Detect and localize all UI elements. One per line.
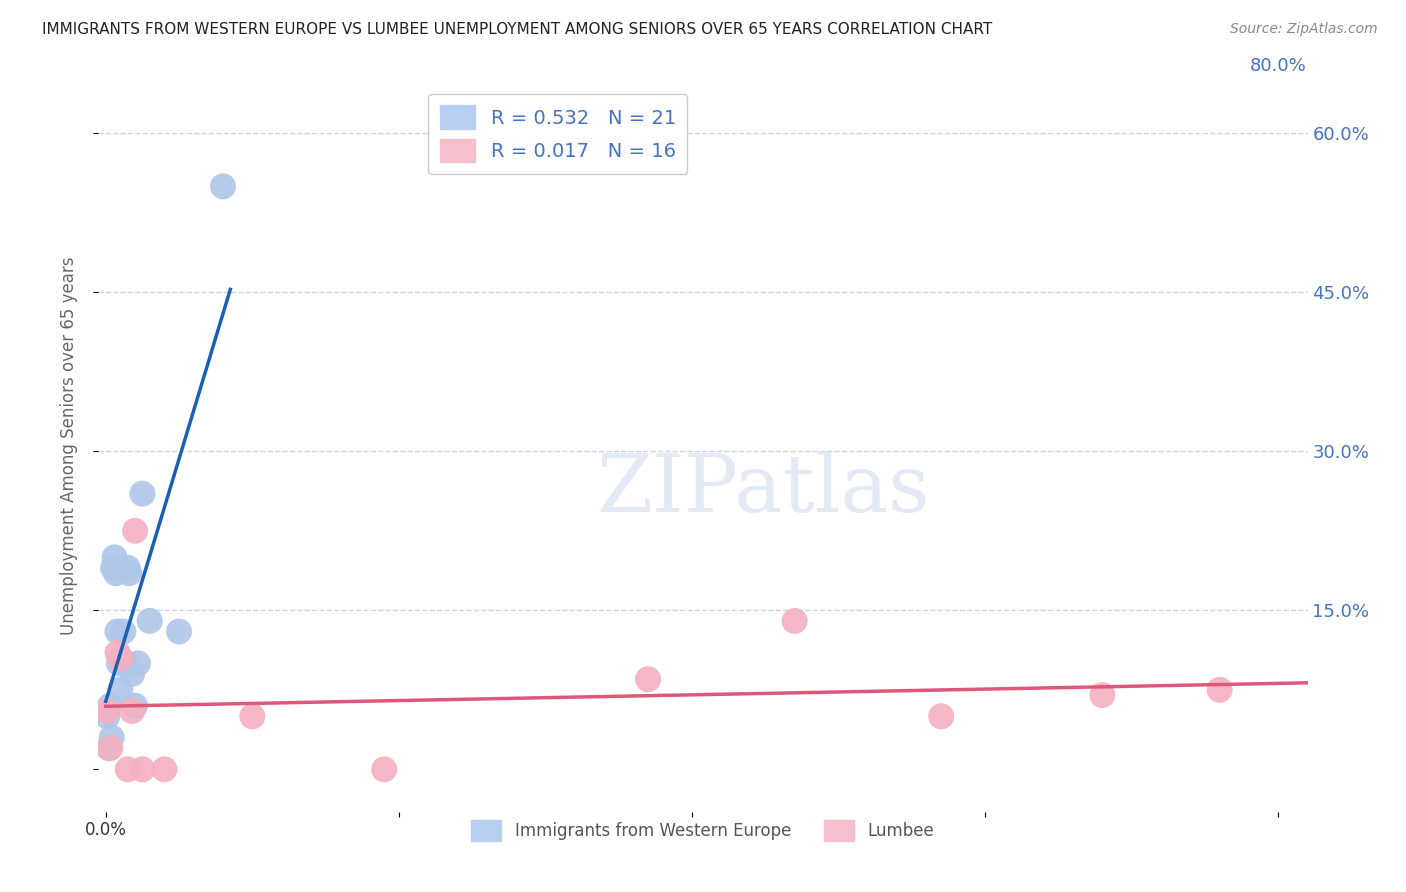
Point xyxy=(110,682,132,697)
Point xyxy=(96,704,118,718)
Point xyxy=(96,709,118,723)
Text: IMMIGRANTS FROM WESTERN EUROPE VS LUMBEE UNEMPLOYMENT AMONG SENIORS OVER 65 YEAR: IMMIGRANTS FROM WESTERN EUROPE VS LUMBEE… xyxy=(42,22,993,37)
Y-axis label: Unemployment Among Seniors over 65 years: Unemployment Among Seniors over 65 years xyxy=(59,257,77,635)
Point xyxy=(127,657,149,671)
Point xyxy=(118,566,141,581)
Point xyxy=(112,624,135,639)
Point xyxy=(637,672,659,686)
Point xyxy=(107,646,129,660)
Point xyxy=(110,651,132,665)
Point xyxy=(783,614,806,628)
Point xyxy=(108,657,131,671)
Point xyxy=(107,624,129,639)
Text: ZIPatlas: ZIPatlas xyxy=(596,450,931,529)
Point xyxy=(117,561,139,575)
Point xyxy=(105,566,128,581)
Point xyxy=(121,667,143,681)
Point xyxy=(101,561,124,575)
Point xyxy=(117,762,139,776)
Point xyxy=(100,731,122,745)
Point xyxy=(98,741,121,756)
Text: Source: ZipAtlas.com: Source: ZipAtlas.com xyxy=(1230,22,1378,37)
Point xyxy=(131,486,153,500)
Point xyxy=(97,741,120,756)
Point xyxy=(167,624,190,639)
Point xyxy=(98,698,121,713)
Point xyxy=(131,762,153,776)
Point xyxy=(240,709,263,723)
Point xyxy=(124,698,146,713)
Point xyxy=(124,524,146,538)
Point xyxy=(121,704,143,718)
Point xyxy=(1208,682,1230,697)
Point xyxy=(1091,688,1114,702)
Point xyxy=(114,657,136,671)
Point xyxy=(373,762,395,776)
Point xyxy=(138,614,160,628)
Point xyxy=(153,762,176,776)
Point xyxy=(212,179,235,194)
Point xyxy=(929,709,952,723)
Point xyxy=(103,550,125,565)
Legend: Immigrants from Western Europe, Lumbee: Immigrants from Western Europe, Lumbee xyxy=(465,814,941,847)
